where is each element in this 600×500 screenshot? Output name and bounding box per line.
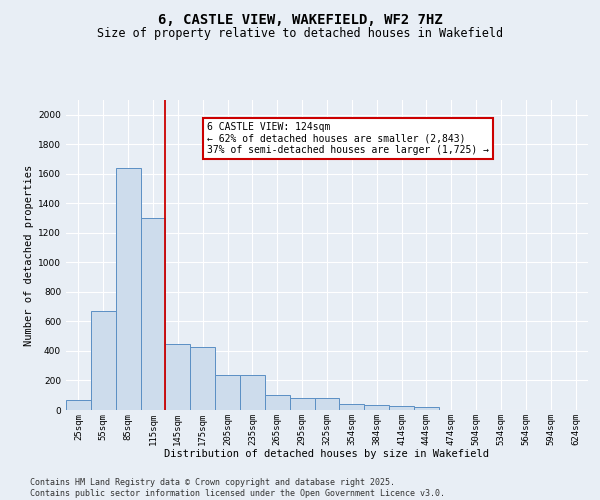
Y-axis label: Number of detached properties: Number of detached properties [24, 164, 34, 346]
Bar [265, 395, 290, 410]
Bar [240, 374, 265, 410]
Text: 6 CASTLE VIEW: 124sqm
← 62% of detached houses are smaller (2,843)
37% of semi-d: 6 CASTLE VIEW: 124sqm ← 62% of detached … [207, 122, 489, 155]
Text: 6, CASTLE VIEW, WAKEFIELD, WF2 7HZ: 6, CASTLE VIEW, WAKEFIELD, WF2 7HZ [158, 12, 442, 26]
Bar [66, 400, 91, 410]
Text: Contains HM Land Registry data © Crown copyright and database right 2025.
Contai: Contains HM Land Registry data © Crown c… [30, 478, 445, 498]
Bar [414, 407, 439, 410]
Bar [314, 398, 340, 410]
Bar [140, 218, 166, 410]
Bar [166, 344, 190, 410]
Bar [91, 311, 116, 410]
Bar [290, 398, 314, 410]
Bar [364, 405, 389, 410]
Bar [116, 168, 140, 410]
Bar [389, 406, 414, 410]
Bar [190, 346, 215, 410]
Bar [340, 404, 364, 410]
X-axis label: Distribution of detached houses by size in Wakefield: Distribution of detached houses by size … [164, 449, 490, 459]
Text: Size of property relative to detached houses in Wakefield: Size of property relative to detached ho… [97, 28, 503, 40]
Bar [215, 374, 240, 410]
